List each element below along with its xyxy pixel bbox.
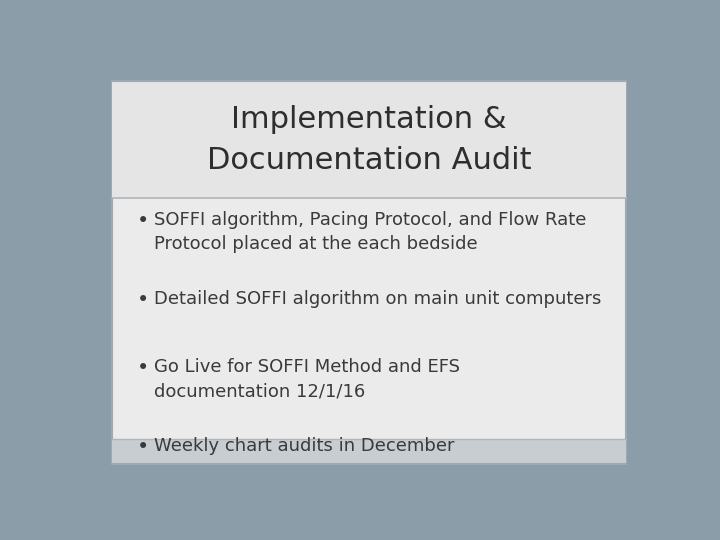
Text: Weekly chart audits in December: Weekly chart audits in December — [154, 437, 454, 455]
Text: SOFFI algorithm, Pacing Protocol, and Flow Rate
Protocol placed at the each beds: SOFFI algorithm, Pacing Protocol, and Fl… — [154, 211, 587, 253]
Text: •: • — [137, 289, 149, 309]
Text: •: • — [137, 211, 149, 231]
Text: Implementation &
Documentation Audit: Implementation & Documentation Audit — [207, 105, 531, 174]
Text: Detailed SOFFI algorithm on main unit computers: Detailed SOFFI algorithm on main unit co… — [154, 289, 601, 308]
Text: Go Live for SOFFI Method and EFS
documentation 12/1/16: Go Live for SOFFI Method and EFS documen… — [154, 358, 460, 401]
Text: •: • — [137, 437, 149, 457]
Bar — [112, 439, 626, 464]
Bar — [112, 82, 626, 198]
Text: •: • — [137, 358, 149, 378]
